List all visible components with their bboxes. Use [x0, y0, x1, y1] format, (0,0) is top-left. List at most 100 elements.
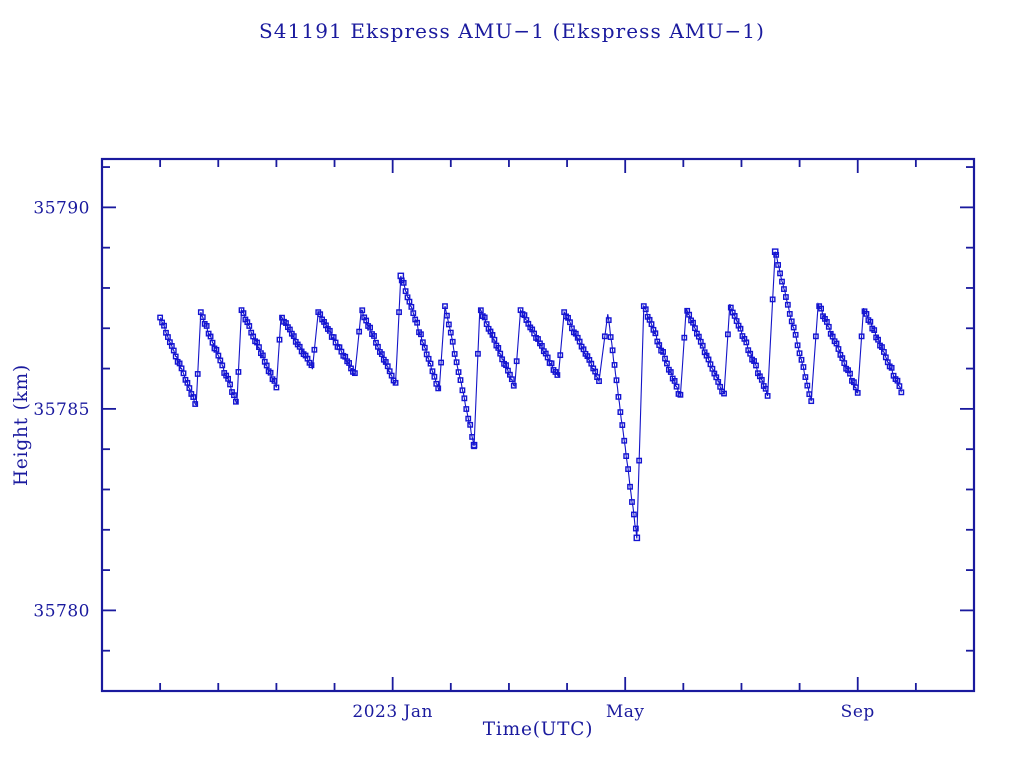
- height-markers: [157, 248, 905, 542]
- data-point-marker: [418, 331, 424, 338]
- data-point-marker: [753, 362, 759, 369]
- data-point-marker: [812, 333, 819, 340]
- data-point-marker: [567, 319, 573, 326]
- data-point-marker: [880, 349, 887, 355]
- y-tick-label: 35780: [33, 601, 90, 621]
- data-point-marker: [613, 377, 620, 384]
- data-point-marker: [396, 309, 402, 316]
- data-point-marker: [898, 389, 905, 396]
- data-point-marker: [867, 318, 874, 325]
- data-point-marker-outlier: [397, 272, 405, 280]
- data-point-marker: [213, 346, 220, 353]
- data-point-marker: [449, 338, 456, 345]
- x-axis-label: Time(UTC): [483, 719, 593, 740]
- data-point-marker: [625, 466, 632, 473]
- data-point-marker: [231, 392, 237, 399]
- data-point-marker: [692, 325, 698, 332]
- y-axis-ticks: [102, 166, 974, 692]
- data-point-marker: [447, 329, 454, 336]
- data-point-marker: [184, 379, 191, 386]
- data-point-marker: [615, 393, 622, 400]
- data-point-marker: [451, 351, 458, 357]
- data-point-marker: [495, 345, 502, 351]
- data-point-marker: [781, 286, 787, 292]
- data-point-marker: [852, 384, 859, 391]
- data-point-marker: [510, 382, 517, 389]
- data-point-marker: [631, 511, 637, 518]
- data-point-marker: [538, 342, 545, 349]
- data-point-marker: [743, 339, 750, 346]
- data-point-marker: [351, 370, 358, 377]
- data-point-marker: [835, 346, 842, 352]
- data-point-marker: [203, 323, 210, 329]
- data-point-marker: [806, 391, 813, 398]
- data-point-marker: [475, 350, 481, 357]
- data-point-marker: [406, 298, 413, 305]
- data-point-marker: [808, 398, 815, 405]
- data-point-marker: [673, 383, 680, 390]
- data-point-marker: [841, 360, 848, 367]
- data-point-marker: [435, 385, 442, 392]
- data-point-marker: [894, 377, 901, 384]
- data-point-marker: [271, 378, 278, 384]
- data-point-marker: [783, 294, 789, 300]
- data-point-marker: [461, 395, 468, 402]
- data-point-marker: [444, 312, 450, 319]
- data-point-marker: [636, 457, 643, 464]
- data-point-marker: [491, 336, 498, 343]
- x-tick-label: Sep: [841, 702, 875, 722]
- data-point-marker: [871, 327, 878, 334]
- data-point-marker: [240, 310, 247, 317]
- data-point-marker: [356, 328, 363, 335]
- data-point-marker-outlier: [633, 534, 641, 542]
- data-point-marker: [642, 306, 649, 313]
- data-point-marker: [758, 376, 765, 383]
- data-point-marker: [671, 378, 678, 384]
- data-point-marker: [652, 330, 659, 337]
- data-point-marker: [554, 372, 561, 378]
- data-point-marker: [421, 344, 428, 351]
- data-point-marker: [777, 270, 783, 277]
- data-point-marker: [165, 334, 171, 340]
- data-point-marker: [825, 323, 832, 330]
- data-point-marker: [875, 336, 881, 343]
- data-point-marker: [656, 342, 663, 348]
- data-point-marker: [557, 352, 564, 359]
- data-point-marker: [172, 353, 179, 360]
- data-point-marker: [699, 342, 706, 349]
- data-point-marker: [227, 381, 233, 388]
- data-point-marker: [623, 453, 630, 459]
- data-point-marker: [617, 409, 624, 415]
- data-point-marker: [311, 346, 318, 353]
- data-point-marker: [402, 288, 409, 295]
- data-point-marker: [629, 499, 635, 505]
- data-point-marker: [469, 434, 476, 440]
- data-point-marker: [548, 360, 555, 367]
- data-point-marker: [246, 323, 253, 329]
- data-point-marker: [804, 382, 811, 389]
- data-point-marker: [235, 369, 242, 375]
- data-point-marker: [681, 334, 688, 341]
- data-point-marker: [769, 296, 776, 303]
- data-point-marker: [833, 340, 840, 347]
- data-point-marker-outlier: [470, 441, 478, 449]
- data-point-marker: [690, 319, 696, 326]
- data-point-marker: [818, 305, 825, 312]
- x-tick-label: May: [606, 702, 645, 722]
- data-point-marker: [256, 344, 262, 351]
- y-tick-label: 35785: [33, 400, 90, 420]
- data-point-marker: [632, 525, 639, 532]
- data-point-marker: [455, 369, 462, 375]
- data-point-marker: [330, 334, 337, 341]
- data-series-height: [157, 248, 905, 542]
- data-point-marker: [686, 311, 693, 318]
- data-point-marker: [457, 377, 464, 383]
- data-point-marker: [378, 351, 385, 358]
- data-point-marker: [414, 319, 421, 326]
- data-point-marker: [459, 387, 466, 394]
- data-point-marker: [802, 374, 809, 380]
- data-point-marker: [161, 322, 167, 329]
- data-point-marker: [788, 318, 795, 325]
- data-point-marker: [648, 321, 655, 328]
